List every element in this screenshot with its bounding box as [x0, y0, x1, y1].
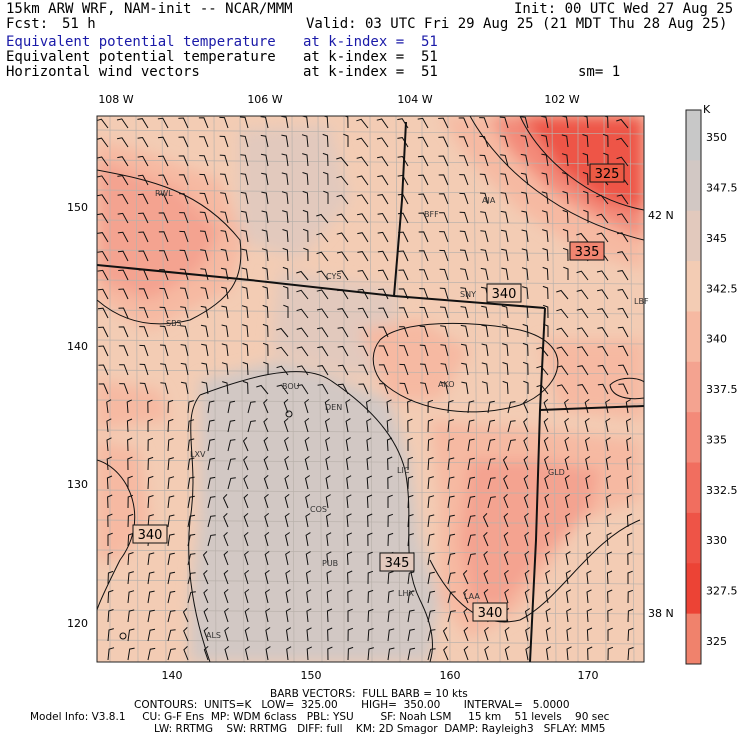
field-1-level: at k-index = 51	[303, 34, 438, 50]
station-den: DEN	[325, 403, 342, 412]
grid-y-label: 130	[67, 478, 88, 491]
contour-label: 340	[486, 283, 522, 303]
station-bou: BOU	[282, 382, 300, 391]
station-als: ALS	[206, 631, 221, 640]
contour-label: 340	[132, 524, 168, 544]
station-laa: LAA	[464, 592, 480, 601]
right-latitude-labels: 42 N 40 N 38 N	[648, 209, 674, 620]
colorbar-swatch	[686, 110, 701, 161]
colorbar-level-label: 342.5	[706, 282, 738, 295]
colorbar-swatch	[686, 613, 701, 665]
svg-text:345: 345	[385, 556, 410, 571]
colorbar: K 350 347.5 345 342.5 340 337.5 335 332.5 330 327…	[685, 103, 738, 665]
colorbar-swatch	[686, 210, 701, 262]
grid-x-label: 150	[301, 669, 322, 682]
lon-label: 102 W	[544, 93, 579, 106]
station-ako: AKO	[438, 380, 455, 389]
colorbar-swatch	[686, 512, 701, 564]
svg-text:335: 335	[575, 245, 600, 260]
lat-label: 38 N	[648, 607, 674, 620]
grid-x-label: 140	[162, 669, 183, 682]
model-info-line-2: LW: RRTMG SW: RRTMG DIFF: full KM: 2D Sm…	[154, 723, 606, 735]
svg-text:340: 340	[138, 528, 163, 543]
colorbar-unit: K	[703, 103, 711, 116]
grid-x-label: 160	[440, 669, 461, 682]
colorbar-swatch	[686, 311, 701, 363]
field-2-level: at k-index = 51	[303, 49, 438, 65]
contour-label: 335	[569, 241, 605, 261]
model-info-line-1: Model Info: V3.8.1 CU: G-F Ens MP: WDM 6…	[30, 711, 610, 723]
colorbar-swatch	[686, 160, 701, 212]
theta-e-contours	[97, 116, 644, 662]
valid-time: Valid: 03 UTC Fri 29 Aug 25 (21 MDT Thu …	[306, 16, 728, 32]
colorbar-level-label: 325	[706, 635, 727, 648]
contour-label: 340	[472, 602, 508, 622]
colorbar-swatch	[686, 462, 701, 514]
grid-y-label: 140	[67, 340, 88, 353]
field-2-name: Equivalent potential temperature	[6, 49, 276, 65]
colorbar-level-label: 337.5	[706, 383, 738, 396]
station-lic: LIC	[397, 466, 410, 475]
init-time: Init: 00 UTC Wed 27 Aug 25	[514, 1, 734, 17]
field-3-name: Horizontal wind vectors	[6, 64, 200, 80]
field-3-level: at k-index = 51	[303, 64, 438, 80]
station-lbf: LBF	[634, 297, 649, 306]
grid-x-label: 170	[578, 669, 599, 682]
contour-label: 345	[379, 552, 415, 572]
colorbar-level-label: 335	[706, 433, 727, 446]
contour-legend: CONTOURS: UNITS=K LOW= 325.00 HIGH= 350.…	[134, 699, 570, 711]
station-cos: COS	[310, 505, 327, 514]
field-1-name: Equivalent potential temperature	[6, 34, 276, 50]
wind-barbs	[97, 116, 634, 661]
station-marker	[119, 632, 127, 640]
station-rwl: RWL	[155, 189, 173, 198]
lon-label: 104 W	[397, 93, 432, 106]
forecast-hour: 51 h	[62, 16, 96, 32]
svg-text:340: 340	[478, 606, 503, 621]
contour-value-labels: 325 335 340 340 345 340	[132, 163, 625, 622]
station-gld: GLD	[548, 468, 565, 477]
grid-y-label: 150	[67, 201, 88, 214]
station-sbs: SBS	[166, 319, 182, 328]
model-title: 15km ARW WRF, NAM-init -- NCAR/MMM	[6, 1, 293, 17]
lat-label: 40 N	[648, 407, 674, 420]
colorbar-level-label: 327.5	[706, 584, 738, 597]
lon-label: 106 W	[247, 93, 282, 106]
colorbar-level-label: 350	[706, 131, 727, 144]
station-pub: PUB	[322, 559, 338, 568]
colorbar-level-label: 340	[706, 333, 727, 346]
grid-y-label: 120	[67, 617, 88, 630]
station-bff: BFF	[424, 210, 439, 219]
svg-text:325: 325	[595, 167, 620, 182]
colorbar-swatch	[686, 361, 701, 413]
colorbar-level-label: 330	[706, 534, 727, 547]
station-lhx: LHX	[398, 589, 414, 598]
left-grid-labels: 150 140 130 120	[67, 201, 88, 630]
colorbar-level-label: 332.5	[706, 484, 738, 497]
colorbar-swatch	[686, 261, 701, 312]
smoothing-label: sm= 1	[578, 64, 621, 80]
station-marker	[285, 410, 293, 418]
station-sny: SNY	[460, 290, 476, 299]
map-frame	[96, 115, 645, 663]
top-longitude-labels: 108 W 106 W 104 W 102 W	[98, 93, 579, 106]
contour-label: 325	[589, 163, 625, 183]
lon-label: 108 W	[98, 93, 133, 106]
station-lxv: LXV	[190, 450, 206, 459]
colorbar-swatch	[686, 563, 701, 615]
county-boundaries	[97, 116, 644, 662]
colorbar-level-label: 347.5	[706, 182, 738, 195]
svg-text:340: 340	[492, 287, 517, 302]
colorbar-swatch	[686, 412, 701, 464]
forecast-label: Fcst:	[6, 16, 49, 32]
colorbar-level-label: 345	[706, 232, 727, 245]
lat-label: 42 N	[648, 209, 674, 222]
bottom-grid-labels: 140 150 160 170	[162, 669, 599, 682]
station-aia: AIA	[482, 196, 496, 205]
station-labels: RWL BFF AIA CYS SNY LBF SBS BOU DEN AKO …	[119, 189, 649, 640]
barb-legend: BARB VECTORS: FULL BARB = 10 kts	[270, 688, 468, 700]
station-cys: CYS	[326, 272, 341, 281]
